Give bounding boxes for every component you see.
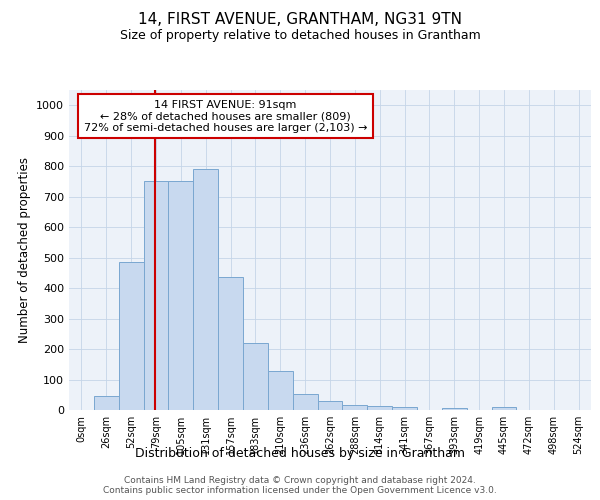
Bar — [392, 407, 417, 410]
Text: Distribution of detached houses by size in Grantham: Distribution of detached houses by size … — [135, 448, 465, 460]
Text: 14 FIRST AVENUE: 91sqm
← 28% of detached houses are smaller (809)
72% of semi-de: 14 FIRST AVENUE: 91sqm ← 28% of detached… — [84, 100, 367, 133]
Bar — [169, 182, 193, 410]
Bar — [143, 182, 169, 410]
Bar — [317, 401, 343, 410]
Bar — [343, 404, 367, 410]
Bar — [119, 262, 143, 410]
Bar — [94, 396, 119, 410]
Bar — [293, 394, 317, 410]
Bar — [243, 343, 268, 410]
Bar — [367, 406, 392, 410]
Text: Contains HM Land Registry data © Crown copyright and database right 2024.
Contai: Contains HM Land Registry data © Crown c… — [103, 476, 497, 495]
Bar — [268, 371, 293, 410]
Text: Size of property relative to detached houses in Grantham: Size of property relative to detached ho… — [119, 29, 481, 42]
Bar — [442, 408, 467, 410]
Bar — [491, 407, 517, 410]
Y-axis label: Number of detached properties: Number of detached properties — [17, 157, 31, 343]
Bar — [193, 169, 218, 410]
Bar — [218, 278, 243, 410]
Text: 14, FIRST AVENUE, GRANTHAM, NG31 9TN: 14, FIRST AVENUE, GRANTHAM, NG31 9TN — [138, 12, 462, 28]
